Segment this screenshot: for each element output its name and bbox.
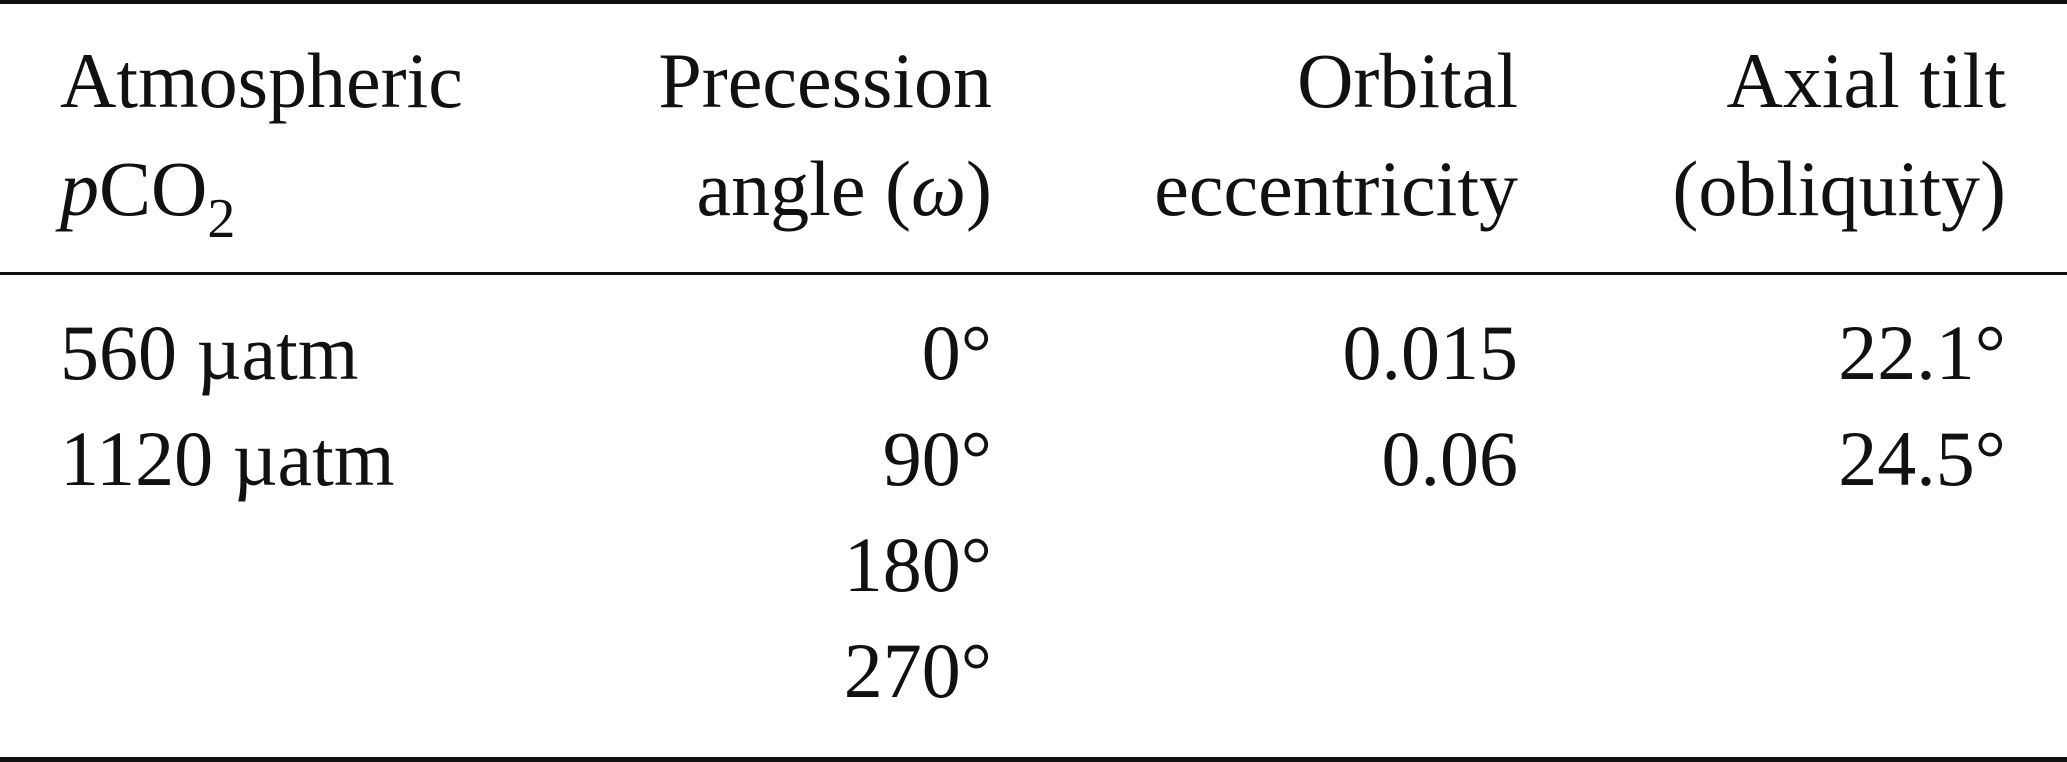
table-bottom-rule <box>0 757 2067 762</box>
pco2-value-1: 1120 µatm <box>60 415 395 502</box>
header-precession-omega: ω <box>910 145 967 232</box>
header-obliquity-line1: Axial tilt <box>1726 37 2006 124</box>
eccentricity-value-0: 0.015 <box>1342 309 1519 396</box>
header-precession-line1: Precession <box>658 37 992 124</box>
precession-value-1: 90° <box>882 415 992 502</box>
precession-value-2: 180° <box>843 521 992 608</box>
header-precession-suffix: ) <box>966 145 992 232</box>
header-pco2-line1: Atmospheric <box>60 37 463 124</box>
header-obliquity-line2: (obliquity) <box>1672 145 2006 232</box>
header-pco2-co: CO <box>99 145 208 232</box>
header-pco2-subscript: 2 <box>207 188 236 250</box>
pco2-value-0: 560 µatm <box>60 309 359 396</box>
precession-value-0: 0° <box>921 309 992 396</box>
table-header-rule <box>0 272 2067 275</box>
precession-value-3: 270° <box>843 627 992 714</box>
header-eccentricity-line1: Orbital <box>1297 37 1518 124</box>
obliquity-value-0: 22.1° <box>1838 309 2006 396</box>
header-pco2-p: p <box>60 145 99 232</box>
eccentricity-value-1: 0.06 <box>1381 415 1519 502</box>
header-pco2-line2: pCO2 <box>60 136 520 250</box>
header-precession-line2: angle (ω) <box>560 136 992 242</box>
obliquity-value-1: 24.5° <box>1838 415 2006 502</box>
table-top-rule <box>0 0 2067 4</box>
header-eccentricity-line2: eccentricity <box>1154 145 1518 232</box>
header-precession-prefix: angle ( <box>696 145 911 232</box>
